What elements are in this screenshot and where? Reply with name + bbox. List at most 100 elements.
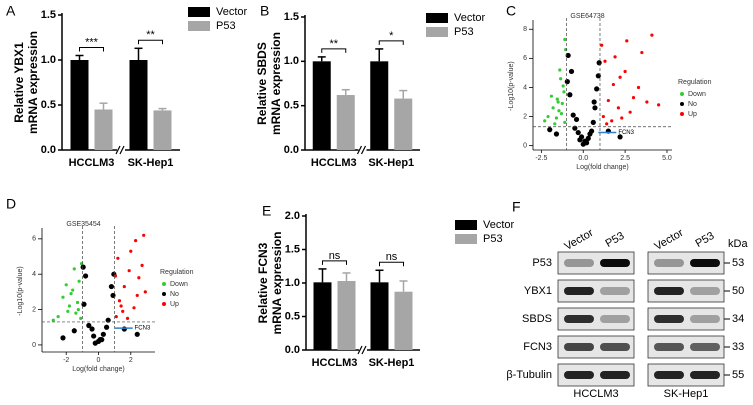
legend-marker bbox=[162, 302, 166, 306]
y-tick-label: 8 bbox=[523, 26, 527, 33]
point bbox=[620, 116, 624, 120]
point bbox=[116, 256, 120, 260]
x-tick-label: -2 bbox=[63, 357, 69, 364]
point bbox=[543, 119, 547, 123]
point bbox=[86, 322, 92, 329]
x-tick-label: 5.0 bbox=[662, 155, 672, 162]
legend-title: Regulation bbox=[160, 269, 194, 276]
x-tick-label: SK-Hep1 bbox=[368, 157, 414, 169]
blot-band bbox=[600, 315, 630, 323]
legend-label: Vector bbox=[454, 12, 486, 24]
legend-label: Up bbox=[170, 301, 179, 308]
point bbox=[71, 328, 77, 334]
legend-swatch bbox=[188, 7, 210, 17]
blot-band bbox=[564, 371, 594, 379]
point bbox=[628, 110, 632, 114]
y-axis-label: mRNA expression bbox=[269, 32, 283, 135]
point bbox=[551, 106, 555, 110]
point bbox=[563, 120, 567, 124]
point bbox=[66, 309, 70, 313]
legend-marker bbox=[162, 282, 166, 286]
bar bbox=[394, 291, 413, 350]
point bbox=[549, 94, 554, 98]
point bbox=[578, 134, 585, 140]
point bbox=[71, 288, 75, 292]
row-label: SBDS bbox=[522, 313, 552, 325]
blot-band bbox=[654, 315, 684, 323]
point bbox=[122, 284, 126, 289]
blot-frame bbox=[647, 335, 725, 359]
point bbox=[142, 233, 146, 237]
marker-label: 50 bbox=[732, 285, 744, 297]
blot-band bbox=[600, 343, 630, 351]
lane-label: P53 bbox=[693, 230, 716, 250]
point bbox=[105, 317, 111, 323]
x-tick-label: 2 bbox=[129, 357, 133, 364]
point bbox=[77, 279, 81, 283]
legend-swatch bbox=[426, 13, 448, 23]
legend-label: Up bbox=[688, 111, 697, 118]
legend-swatch bbox=[426, 27, 448, 37]
blot-band bbox=[690, 343, 720, 351]
point bbox=[132, 306, 136, 310]
blot-frame bbox=[647, 279, 725, 303]
blot-band bbox=[654, 343, 684, 351]
point bbox=[140, 263, 144, 267]
point bbox=[657, 103, 661, 107]
cell-line-label: HCCLM3 bbox=[573, 388, 618, 400]
axis-break-mark bbox=[360, 145, 367, 155]
point bbox=[610, 119, 614, 123]
y-tick-label: 6 bbox=[32, 236, 36, 243]
point bbox=[591, 99, 597, 105]
point bbox=[100, 331, 106, 337]
axis-break-mark bbox=[356, 145, 363, 155]
blot-band bbox=[600, 287, 630, 295]
point bbox=[590, 119, 596, 125]
point bbox=[559, 112, 564, 116]
row-label: P53 bbox=[532, 257, 552, 269]
axis-break-mark bbox=[115, 145, 121, 155]
bar bbox=[312, 61, 331, 151]
y-tick-label: 0.5 bbox=[41, 99, 56, 111]
cell-line-label: SK-Hep1 bbox=[664, 388, 709, 400]
legend-marker bbox=[162, 292, 166, 296]
x-tick-label: -2.5 bbox=[535, 155, 547, 162]
panel-letter: C bbox=[506, 3, 516, 19]
blot-band bbox=[564, 287, 594, 295]
lane-label: Vector bbox=[562, 227, 595, 253]
point bbox=[562, 90, 566, 94]
blot-band bbox=[564, 315, 594, 323]
annotation-label: FCN3 bbox=[135, 326, 151, 332]
y-axis-label: Relative SBDS bbox=[255, 42, 269, 125]
unit-label: kDa bbox=[728, 238, 748, 250]
x-axis-label: Log(fold change) bbox=[72, 366, 125, 373]
point bbox=[601, 114, 605, 119]
panel-letter: B bbox=[260, 3, 269, 19]
point bbox=[595, 73, 601, 79]
y-axis-label: mRNA expression bbox=[26, 31, 40, 134]
point bbox=[625, 39, 629, 43]
blot-band bbox=[654, 259, 684, 267]
bar bbox=[129, 60, 148, 150]
significance-label: * bbox=[389, 30, 394, 42]
y-axis-label: -Log10(p-value) bbox=[17, 266, 24, 315]
point bbox=[617, 134, 623, 140]
blot-band bbox=[690, 287, 720, 295]
point bbox=[80, 264, 86, 270]
point bbox=[134, 239, 138, 243]
lane-label: P53 bbox=[603, 230, 626, 250]
annotation-label: FCN3 bbox=[618, 130, 634, 136]
legend-label: No bbox=[688, 101, 697, 108]
y-tick-label: 1.5 bbox=[41, 9, 56, 21]
marker-label: 53 bbox=[732, 257, 744, 269]
y-tick-label: 6 bbox=[523, 55, 527, 62]
point bbox=[121, 309, 125, 313]
point bbox=[565, 52, 571, 59]
point bbox=[69, 292, 73, 296]
point bbox=[89, 326, 95, 332]
point bbox=[592, 105, 598, 111]
legend-label: P53 bbox=[454, 26, 474, 38]
point bbox=[645, 100, 649, 104]
y-tick-label: 1.0 bbox=[284, 55, 299, 67]
point bbox=[92, 340, 98, 346]
